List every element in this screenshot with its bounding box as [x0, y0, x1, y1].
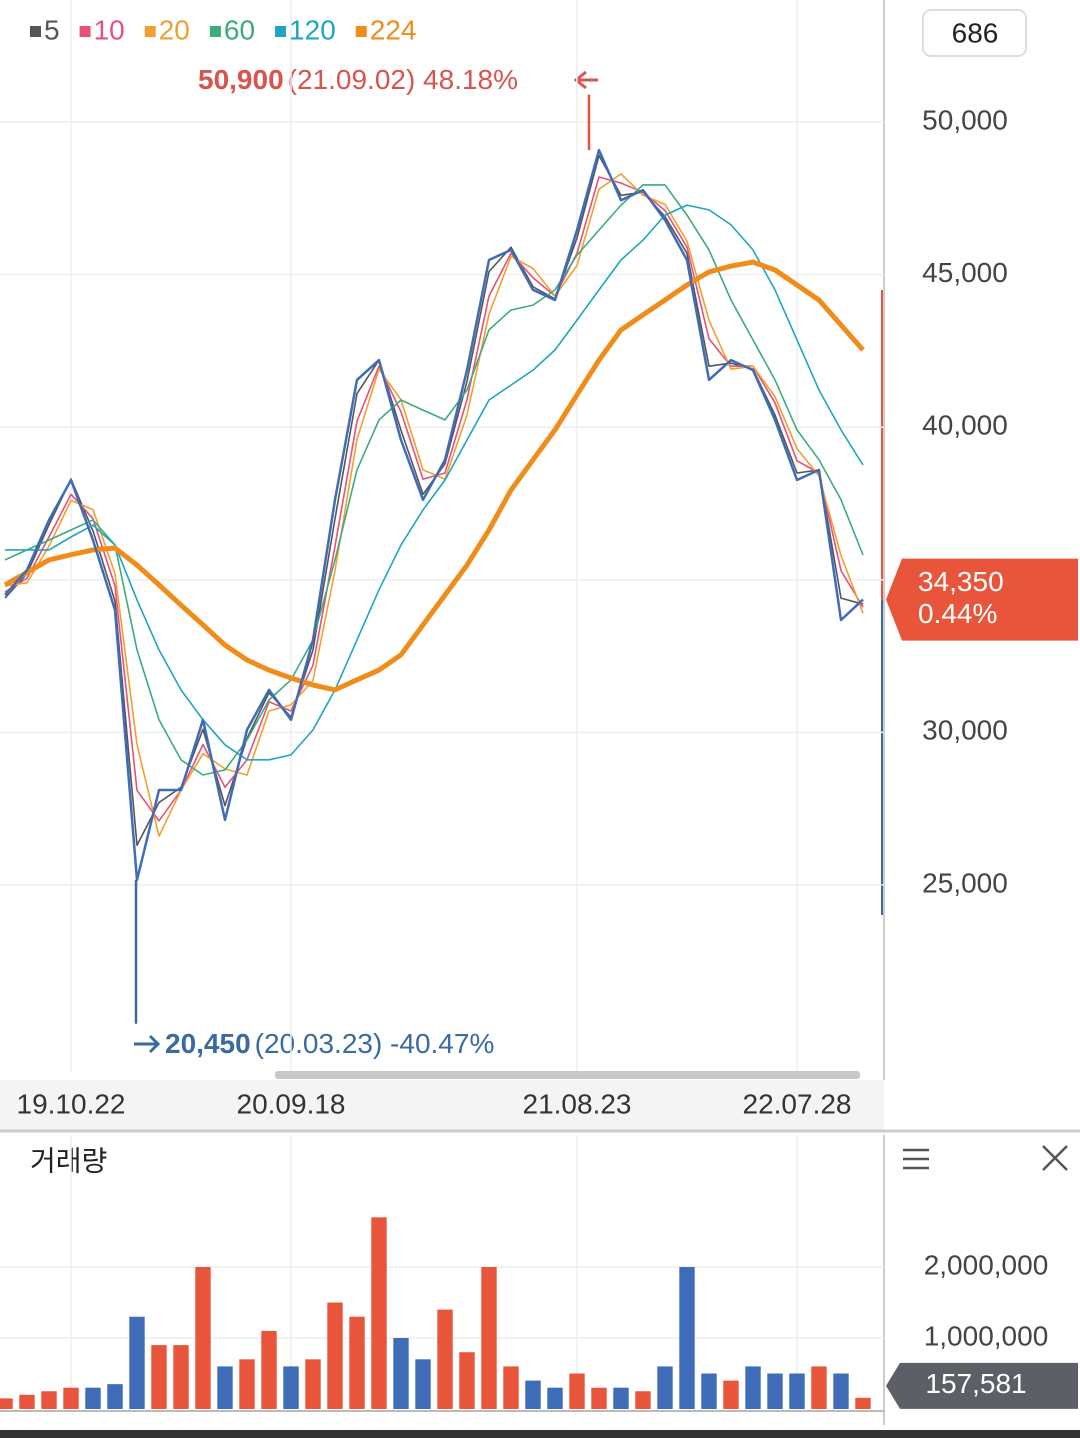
y-tick-label: 40,000 — [922, 410, 1008, 441]
ma-line — [4, 176, 864, 822]
volume-bar — [525, 1380, 541, 1409]
y-tick-label: 50,000 — [922, 104, 1008, 135]
last-volume-box — [886, 1362, 1078, 1409]
y-tick-label: 1,000,000 — [924, 1320, 1049, 1351]
volume-bar — [151, 1345, 167, 1409]
volume-bar — [635, 1391, 651, 1409]
volume-bar — [283, 1366, 299, 1409]
volume-bar — [789, 1373, 805, 1409]
y-tick-label: 25,000 — [922, 867, 1008, 898]
x-tick-label: 19.10.22 — [17, 1088, 126, 1119]
volume-bar — [327, 1302, 343, 1409]
legend-label: 20 — [159, 14, 190, 45]
volume-bar — [767, 1373, 783, 1409]
volume-bar — [195, 1267, 211, 1409]
scrollbar[interactable] — [275, 1071, 860, 1079]
legend-swatch — [275, 26, 287, 37]
last-price-box — [886, 558, 1078, 641]
ma-line — [4, 173, 864, 837]
volume-bar — [679, 1267, 695, 1409]
high-label: 50,900 — [198, 64, 284, 95]
high-annotation: 50,900 (21.09.02) 48.18% — [198, 64, 518, 95]
x-tick-label: 21.08.23 — [523, 1088, 632, 1119]
volume-bar — [239, 1359, 255, 1409]
x-tick-label: 20.09.18 — [237, 1088, 346, 1119]
volume-bar — [371, 1217, 387, 1409]
volume-bar — [613, 1387, 629, 1409]
volume-title: 거래량 — [30, 1145, 107, 1176]
bottom-bar — [0, 1430, 1080, 1438]
volume-bar — [261, 1330, 277, 1409]
ma-line — [3, 259, 865, 693]
volume-bar — [569, 1373, 585, 1409]
volume-bar — [833, 1373, 849, 1409]
volume-bar — [107, 1384, 123, 1409]
last-change: 0.44% — [918, 598, 997, 629]
legend-label: 10 — [94, 14, 125, 45]
x-tick-label: 22.07.28 — [743, 1088, 852, 1119]
volume-bar — [393, 1338, 409, 1409]
legend-swatch — [209, 26, 221, 37]
volume-bar — [19, 1394, 35, 1409]
y-tick-label: 45,000 — [922, 257, 1008, 288]
volume-bar — [701, 1373, 717, 1409]
last-price: 34,350 — [918, 566, 1004, 597]
volume-bar — [811, 1366, 827, 1409]
legend-label: 60 — [224, 14, 255, 45]
volume-bar — [217, 1366, 233, 1409]
low-arrow — [134, 1034, 161, 1054]
volume-bar — [85, 1387, 101, 1409]
counter-box[interactable] — [922, 9, 1027, 57]
low-detail: (20.03.23) -40.47% — [255, 1028, 495, 1059]
counter[interactable]: 686 — [952, 17, 999, 48]
ma-line — [4, 154, 864, 846]
volume-bar — [349, 1316, 365, 1409]
volume-bar — [459, 1352, 475, 1409]
y-tick-label: 2,000,000 — [924, 1249, 1049, 1280]
volume-bar — [591, 1387, 607, 1409]
low-annotation: 20,450 (20.03.23) -40.47% — [165, 1028, 494, 1059]
volume-bar — [63, 1387, 79, 1409]
legend-swatch — [30, 26, 41, 37]
volume-bar — [547, 1387, 563, 1409]
legend-label: 120 — [289, 14, 336, 45]
volume-bar — [129, 1316, 145, 1409]
high-detail: (21.09.02) 48.18% — [288, 64, 518, 95]
volume-bar — [723, 1380, 739, 1409]
close-icon[interactable] — [1042, 1145, 1068, 1171]
menu-icon[interactable] — [903, 1148, 929, 1170]
legend-label: 224 — [370, 14, 417, 45]
y-tick-label: 30,000 — [922, 715, 1008, 746]
volume-bar — [437, 1309, 453, 1409]
low-label: 20,450 — [165, 1028, 251, 1059]
ma-line — [5, 204, 864, 761]
volume-bar — [41, 1391, 57, 1409]
volume-bar — [0, 1398, 13, 1409]
legend-swatch — [144, 26, 156, 37]
legend-swatch — [355, 26, 367, 37]
volume-bar — [173, 1345, 189, 1409]
volume-bar — [481, 1267, 497, 1409]
ma-line — [4, 184, 864, 776]
legend-swatch — [79, 26, 91, 37]
volume-bar — [855, 1397, 871, 1409]
volume-bar — [503, 1366, 519, 1409]
volume-bar — [657, 1366, 673, 1409]
last-volume: 157,581 — [925, 1368, 1026, 1399]
legend-label: 5 — [44, 14, 60, 45]
volume-bar — [415, 1359, 431, 1409]
x-axis-strip — [0, 1080, 884, 1130]
volume-bar — [305, 1359, 321, 1409]
volume-bar — [745, 1366, 761, 1409]
price-line — [4, 148, 864, 882]
high-arrow — [573, 70, 598, 90]
